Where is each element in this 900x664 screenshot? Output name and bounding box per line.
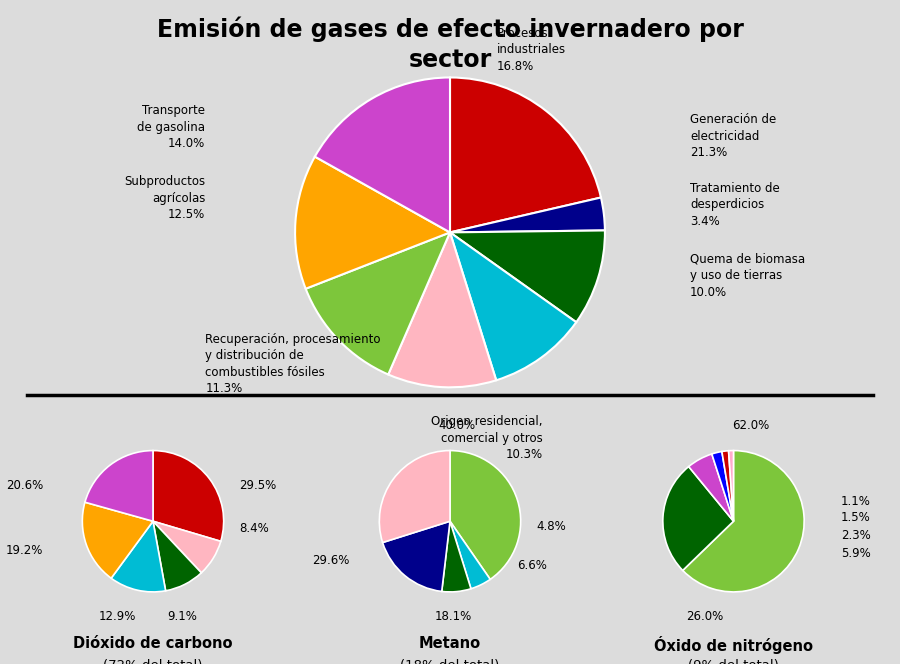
Wedge shape <box>379 451 450 542</box>
Text: Procesos
industriales
16.8%: Procesos industriales 16.8% <box>497 27 565 72</box>
Text: Origen residencial,
comercial y otros
10.3%: Origen residencial, comercial y otros 10… <box>431 415 543 461</box>
Wedge shape <box>722 451 734 521</box>
Text: Tratamiento de
desperdicios
3.4%: Tratamiento de desperdicios 3.4% <box>690 181 780 228</box>
Wedge shape <box>450 197 605 232</box>
Text: Subproductos
agrícolas
12.5%: Subproductos agrícolas 12.5% <box>124 175 205 221</box>
Text: Generación de
electricidad
21.3%: Generación de electricidad 21.3% <box>690 114 777 159</box>
Text: 29.5%: 29.5% <box>239 479 276 493</box>
Wedge shape <box>153 521 202 591</box>
Wedge shape <box>306 232 450 374</box>
Wedge shape <box>712 452 733 521</box>
Wedge shape <box>112 521 166 592</box>
Text: 62.0%: 62.0% <box>733 420 770 432</box>
Wedge shape <box>450 451 521 580</box>
Wedge shape <box>688 454 734 521</box>
Text: 4.8%: 4.8% <box>536 521 566 533</box>
Wedge shape <box>450 521 491 589</box>
Text: 12.9%: 12.9% <box>99 610 136 623</box>
Wedge shape <box>82 502 153 578</box>
Wedge shape <box>450 78 601 232</box>
Text: 9.1%: 9.1% <box>167 610 198 623</box>
Text: (9% del total): (9% del total) <box>688 659 778 664</box>
Text: 29.6%: 29.6% <box>312 554 349 566</box>
Text: Emisión de gases de efecto invernadero por
sector: Emisión de gases de efecto invernadero p… <box>157 17 743 72</box>
Wedge shape <box>85 451 153 521</box>
Wedge shape <box>683 451 805 592</box>
Text: Metano: Metano <box>418 635 482 651</box>
Text: 20.6%: 20.6% <box>6 479 43 493</box>
Text: 26.0%: 26.0% <box>687 610 724 623</box>
Wedge shape <box>153 521 220 573</box>
Text: (18% del total): (18% del total) <box>400 659 500 664</box>
Wedge shape <box>388 232 496 387</box>
Wedge shape <box>662 467 734 570</box>
Text: Óxido de nitrógeno: Óxido de nitrógeno <box>654 635 813 654</box>
Text: Recuperación, procesamiento
y distribución de
combustibles fósiles
11.3%: Recuperación, procesamiento y distribuci… <box>205 333 381 395</box>
Wedge shape <box>315 78 450 232</box>
Wedge shape <box>450 230 605 322</box>
Text: 1.1%: 1.1% <box>841 495 871 508</box>
Text: (72% del total): (72% del total) <box>104 659 202 664</box>
Text: 40.0%: 40.0% <box>438 420 475 432</box>
Wedge shape <box>442 521 471 592</box>
Text: 2.3%: 2.3% <box>841 529 870 542</box>
Wedge shape <box>295 157 450 289</box>
Text: 1.5%: 1.5% <box>841 511 870 524</box>
Wedge shape <box>382 521 450 592</box>
Text: Quema de biomasa
y uso de tierras
10.0%: Quema de biomasa y uso de tierras 10.0% <box>690 253 806 299</box>
Text: Dióxido de carbono: Dióxido de carbono <box>73 635 233 651</box>
Text: Transporte
de gasolina
14.0%: Transporte de gasolina 14.0% <box>137 104 205 150</box>
Text: 19.2%: 19.2% <box>6 544 43 557</box>
Text: 8.4%: 8.4% <box>239 522 269 535</box>
Text: 5.9%: 5.9% <box>841 546 870 560</box>
Text: 18.1%: 18.1% <box>435 610 472 623</box>
Text: 6.6%: 6.6% <box>518 558 547 572</box>
Wedge shape <box>450 232 576 380</box>
Wedge shape <box>729 451 733 521</box>
Wedge shape <box>153 451 224 541</box>
